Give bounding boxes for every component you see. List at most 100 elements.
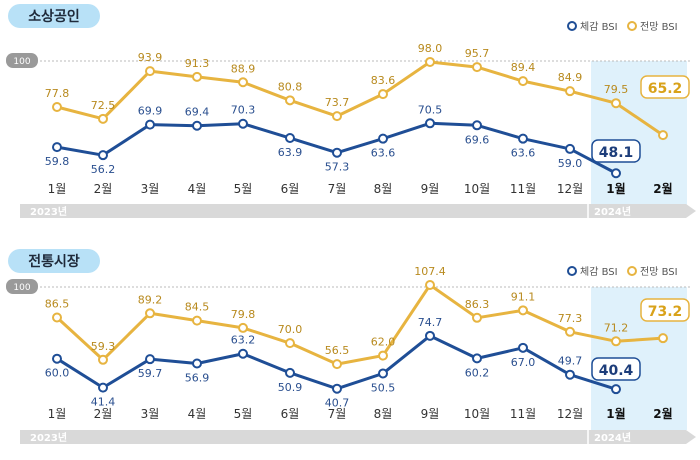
value-label-forecast-3: 93.9: [138, 51, 163, 64]
title-pill: [8, 4, 100, 28]
month-label-5: 5월: [234, 407, 253, 421]
value-label-forecast-7: 73.7: [325, 96, 350, 109]
month-label-11: 11월: [510, 407, 536, 421]
value-label-current-1: 60.0: [45, 367, 70, 380]
point-forecast-14: [658, 333, 668, 344]
month-label-7: 7월: [328, 182, 347, 196]
month-label-1: 1월: [48, 182, 67, 196]
value-label-forecast-11: 89.4: [511, 61, 536, 74]
month-label-9: 9월: [421, 407, 440, 421]
value-label-current-10: 69.6: [465, 133, 490, 146]
value-label-current-8: 50.5: [371, 381, 396, 394]
value-label-current-1: 59.8: [45, 155, 70, 168]
value-label-forecast-3: 89.2: [138, 293, 163, 306]
value-label-current-2: 41.4: [91, 396, 116, 409]
point-current-11: [518, 133, 528, 144]
month-label-6: 6월: [281, 182, 300, 196]
highlight-box-current: [591, 357, 641, 381]
point-current-12: [565, 369, 575, 380]
value-label-current-4: 69.4: [185, 106, 210, 119]
point-current-7: [332, 147, 342, 158]
month-label-4: 4월: [188, 407, 207, 421]
month-label-7: 7월: [328, 407, 347, 421]
point-current-6: [285, 133, 295, 144]
point-forecast-9: [425, 56, 435, 67]
point-current-3: [145, 354, 155, 365]
month-label-10: 10월: [464, 407, 490, 421]
value-label-forecast-1: 86.5: [45, 297, 70, 310]
point-current-8: [378, 133, 388, 144]
month-label-14: 2월: [653, 181, 672, 196]
value-label-forecast-6: 70.0: [278, 323, 303, 336]
point-current-13: [611, 384, 621, 395]
value-label-current-3: 69.9: [138, 105, 163, 118]
point-current-10: [472, 120, 482, 131]
value-label-forecast-5: 79.8: [231, 308, 256, 321]
point-forecast-12: [565, 326, 575, 337]
point-current-2: [98, 150, 108, 161]
point-forecast-10: [472, 312, 482, 323]
value-label-forecast-10: 86.3: [465, 298, 490, 311]
month-label-2: 2월: [94, 182, 113, 196]
value-label-current-11: 63.6: [511, 147, 536, 160]
point-forecast-1: [52, 312, 62, 323]
value-label-forecast-2: 72.5: [91, 99, 116, 112]
point-forecast-8: [378, 350, 388, 361]
point-forecast-7: [332, 359, 342, 370]
legend-forecast-label: 전망 BSI: [640, 21, 678, 33]
value-label-current-2: 56.2: [91, 163, 116, 176]
year-label-2024: 2024년: [594, 431, 631, 444]
point-current-9: [425, 118, 435, 129]
legend: 체감 BSI 전망 BSI: [567, 266, 678, 278]
legend-forecast-label: 전망 BSI: [640, 266, 678, 278]
month-label-13: 1월: [606, 406, 625, 421]
value-label-forecast-10: 95.7: [465, 47, 490, 60]
value-label-forecast-14: 73.2: [648, 304, 683, 320]
value-label-forecast-6: 80.8: [278, 80, 303, 93]
point-forecast-3: [145, 308, 155, 319]
reference-badge: [6, 279, 38, 294]
value-label-current-5: 70.3: [231, 104, 256, 117]
value-label-current-6: 63.9: [278, 146, 303, 159]
value-label-current-9: 70.5: [418, 103, 443, 116]
value-label-forecast-9: 107.4: [414, 265, 446, 278]
reference-badge: [6, 53, 38, 68]
point-current-5: [238, 348, 248, 359]
point-forecast-5: [238, 77, 248, 88]
year-label-2023: 2023년: [30, 431, 67, 444]
value-label-forecast-8: 62.0: [371, 336, 396, 349]
value-label-forecast-4: 84.5: [185, 301, 210, 314]
value-label-forecast-11: 91.1: [511, 290, 536, 303]
value-label-forecast-13: 79.5: [604, 83, 629, 96]
chart-title: 전통시장: [28, 253, 80, 270]
legend: 체감 BSI 전망 BSI: [567, 21, 678, 33]
point-forecast-11: [518, 76, 528, 87]
series-line-forecast: [56, 60, 664, 137]
value-label-forecast-9: 98.0: [418, 42, 443, 55]
value-label-forecast-14: 65.2: [648, 81, 683, 97]
point-forecast-14: [658, 130, 668, 141]
point-current-11: [518, 342, 528, 353]
month-label-8: 8월: [374, 182, 393, 196]
value-label-forecast-12: 84.9: [558, 71, 583, 84]
value-label-forecast-12: 77.3: [558, 312, 583, 325]
point-forecast-6: [285, 95, 295, 106]
month-label-10: 10월: [464, 182, 490, 196]
value-label-current-9: 74.7: [418, 316, 443, 329]
point-forecast-12: [565, 86, 575, 97]
point-forecast-9: [425, 279, 435, 290]
point-forecast-2: [98, 113, 108, 124]
value-label-current-4: 56.9: [185, 372, 210, 385]
point-forecast-13: [611, 98, 621, 109]
reference-label: 100: [13, 283, 30, 293]
month-label-9: 9월: [421, 182, 440, 196]
value-label-current-13: 48.1: [599, 145, 634, 161]
month-label-6: 6월: [281, 407, 300, 421]
year-label-2023: 2023년: [30, 205, 67, 218]
month-label-3: 3월: [141, 407, 160, 421]
value-label-forecast-8: 83.6: [371, 74, 396, 87]
value-label-current-3: 59.7: [138, 367, 163, 380]
title-pill: [8, 249, 100, 273]
